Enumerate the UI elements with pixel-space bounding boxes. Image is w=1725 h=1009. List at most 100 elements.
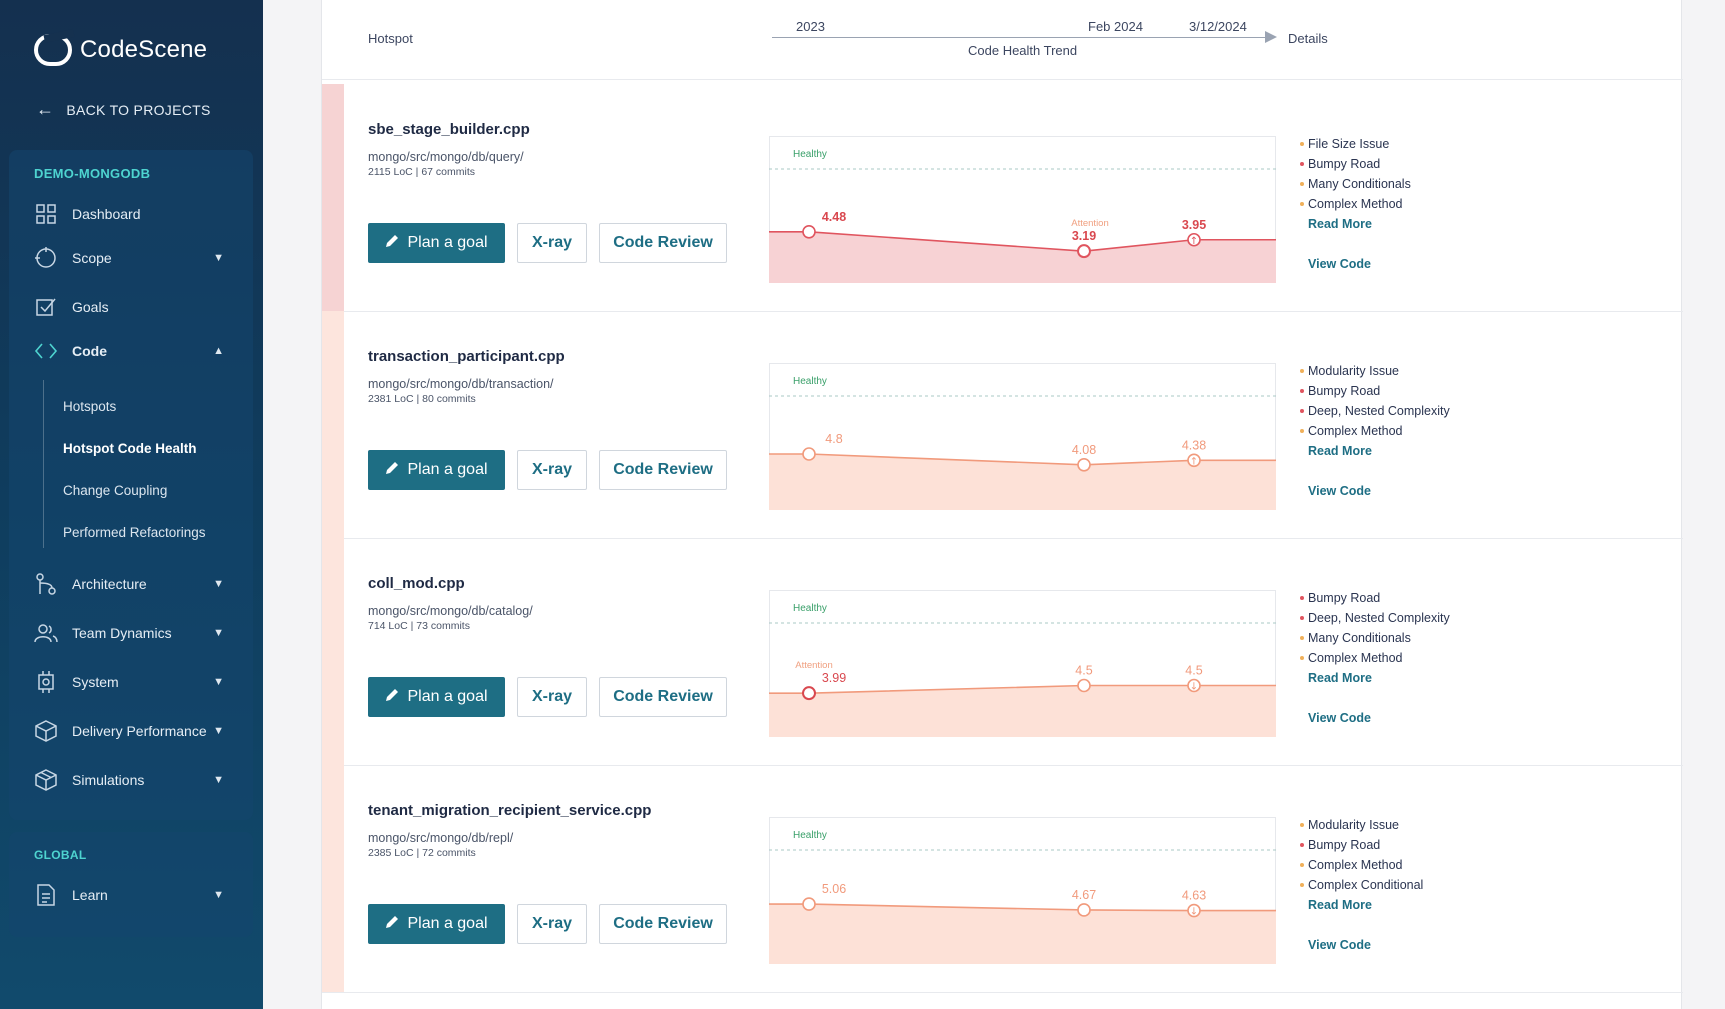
x-ray-button[interactable]: X-ray	[517, 677, 587, 717]
read-more-link[interactable]: Read More	[1308, 217, 1372, 231]
severity-stripe	[322, 311, 344, 538]
goals-checkbox-icon	[34, 295, 58, 319]
issue-bullet-icon	[1300, 863, 1304, 867]
issue-label: Modularity Issue	[1308, 818, 1400, 832]
issue-bullet-icon	[1300, 369, 1304, 373]
view-code-link[interactable]: View Code	[1308, 484, 1371, 498]
issue-label: File Size Issue	[1308, 137, 1390, 151]
x-ray-button[interactable]: X-ray	[517, 904, 587, 944]
issue-item: Deep, Nested Complexity	[1300, 608, 1560, 628]
timeline-start: 2023	[796, 19, 825, 34]
trend-chart-svg: Healthy 4.8 4.08 ↑ 4.38	[769, 363, 1276, 510]
issue-bullet-icon	[1300, 409, 1304, 413]
pencil-icon	[385, 234, 399, 253]
nav-architecture[interactable]: Architecture ▼	[34, 572, 234, 596]
nav-team-dynamics[interactable]: Team Dynamics ▼	[34, 621, 234, 645]
plan-a-goal-button[interactable]: Plan a goal	[368, 904, 505, 944]
nav-label: Scope	[72, 250, 112, 266]
pencil-icon	[385, 915, 399, 934]
code-review-button[interactable]: Code Review	[599, 677, 727, 717]
subnav-performed-refactorings[interactable]: Performed Refactorings	[63, 525, 206, 540]
nav-code[interactable]: Code ▲	[34, 339, 234, 363]
chevron-down-icon: ▼	[213, 676, 224, 688]
issue-item: Complex Conditional	[1300, 875, 1560, 895]
trend-down-icon: ↓	[1190, 682, 1198, 693]
plan-a-goal-button[interactable]: Plan a goal	[368, 450, 505, 490]
nav-scope[interactable]: Scope ▼	[34, 246, 234, 270]
read-more-link[interactable]: Read More	[1308, 444, 1372, 458]
issue-bullet-icon	[1300, 142, 1304, 146]
back-to-projects-link[interactable]: ← BACK TO PROJECTS	[36, 99, 211, 120]
scope-crosshair-icon	[34, 246, 58, 270]
plan-a-goal-label: Plan a goal	[407, 234, 488, 251]
score-label: 4.8	[825, 432, 842, 446]
view-code-link[interactable]: View Code	[1308, 257, 1371, 271]
code-health-trend-chart: Healthy 3.99 Attention 4.5 ↓ 4.5	[769, 590, 1276, 737]
timeline-end: 3/12/2024	[1189, 19, 1247, 34]
nav-dashboard[interactable]: Dashboard	[34, 202, 234, 226]
nav-simulations[interactable]: Simulations ▼	[34, 768, 234, 792]
issue-item: Deep, Nested Complexity	[1300, 401, 1560, 421]
issue-label: Many Conditionals	[1308, 631, 1411, 645]
issue-label: Complex Method	[1308, 197, 1403, 211]
issue-item: File Size Issue	[1300, 134, 1560, 154]
column-code-health-trend: Code Health Trend	[968, 43, 1078, 58]
trend-area	[769, 904, 1276, 964]
issue-label: Bumpy Road	[1308, 591, 1381, 605]
data-point	[1077, 244, 1091, 259]
nav-system[interactable]: System ▼	[34, 670, 234, 694]
hotspot-row: tenant_migration_recipient_service.cpp m…	[322, 765, 1683, 993]
plan-a-goal-label: Plan a goal	[407, 461, 488, 478]
issue-item: Complex Method	[1300, 855, 1560, 875]
trend-chart-svg: Healthy 5.06 4.67 ↓ 4.63	[769, 817, 1276, 964]
data-point	[1187, 232, 1201, 247]
x-ray-button[interactable]: X-ray	[517, 223, 587, 263]
code-review-button[interactable]: Code Review	[599, 904, 727, 944]
hotspot-file-path: mongo/src/mongo/db/transaction/	[368, 377, 554, 391]
nav-delivery-performance[interactable]: Delivery Performance ▼	[34, 719, 234, 743]
codescene-logo[interactable]: CodeScene	[34, 34, 207, 66]
read-more-link[interactable]: Read More	[1308, 671, 1372, 685]
plan-a-goal-label: Plan a goal	[407, 688, 488, 705]
hotspot-file-meta: 2381 LoC | 80 commits	[368, 393, 476, 405]
nav-label: Delivery Performance	[72, 723, 207, 739]
hotspot-file-name[interactable]: tenant_migration_recipient_service.cpp	[368, 802, 652, 819]
x-ray-button[interactable]: X-ray	[517, 450, 587, 490]
subnav-change-coupling[interactable]: Change Coupling	[63, 483, 168, 498]
timeline-axis	[772, 37, 1272, 38]
architecture-branch-icon	[34, 572, 58, 596]
score-label: 4.38	[1182, 438, 1206, 452]
issue-item: Modularity Issue	[1300, 815, 1560, 835]
chevron-down-icon: ▼	[213, 889, 224, 901]
trend-down-icon: ↓	[1190, 907, 1198, 918]
view-code-link[interactable]: View Code	[1308, 938, 1371, 952]
hotspot-file-name[interactable]: coll_mod.cpp	[368, 575, 465, 592]
subnav-hotspots[interactable]: Hotspots	[63, 399, 117, 414]
data-point	[1187, 903, 1201, 918]
score-label: 4.5	[1075, 664, 1092, 678]
view-code-link[interactable]: View Code	[1308, 711, 1371, 725]
hotspot-file-name[interactable]: transaction_participant.cpp	[368, 348, 565, 365]
codescene-logo-icon	[34, 34, 72, 66]
attention-label: Attention	[795, 660, 833, 671]
hotspot-code-health-panel: Hotspot 2023 Feb 2024 3/12/2024 Code Hea…	[321, 0, 1683, 1009]
column-hotspot: Hotspot	[368, 31, 413, 46]
plan-a-goal-button[interactable]: Plan a goal	[368, 677, 505, 717]
subnav-hotspot-code-health[interactable]: Hotspot Code Health	[63, 441, 197, 456]
nav-label: Code	[72, 343, 107, 359]
issue-label: Bumpy Road	[1308, 157, 1381, 171]
score-label: 4.63	[1182, 889, 1206, 903]
nav-goals[interactable]: Goals	[34, 295, 234, 319]
plan-a-goal-label: Plan a goal	[407, 915, 488, 932]
issue-bullet-icon	[1300, 389, 1304, 393]
nav-label: Architecture	[72, 576, 147, 592]
code-review-button[interactable]: Code Review	[599, 223, 727, 263]
issue-bullet-icon	[1300, 823, 1304, 827]
plan-a-goal-button[interactable]: Plan a goal	[368, 223, 505, 263]
nav-learn[interactable]: Learn ▼	[34, 883, 234, 907]
code-review-button[interactable]: Code Review	[599, 450, 727, 490]
read-more-link[interactable]: Read More	[1308, 898, 1372, 912]
hotspot-file-name[interactable]: sbe_stage_builder.cpp	[368, 121, 530, 138]
